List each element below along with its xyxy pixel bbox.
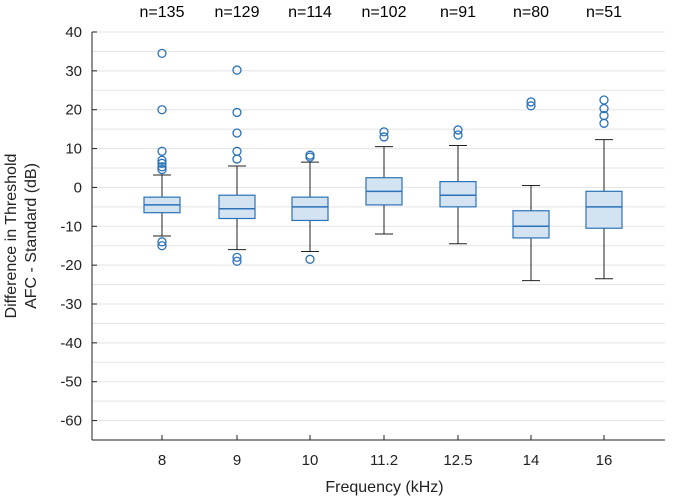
y-ticks: 40 30 20 10 0 -10 -20 -30 -40 -50 -60 xyxy=(60,24,97,430)
outlier-point xyxy=(305,254,315,264)
sample-size-label: n=91 xyxy=(440,4,476,21)
iqr-box xyxy=(218,194,256,220)
outlier-point xyxy=(232,154,242,164)
outlier-point xyxy=(157,158,167,168)
y-tick-label: -50 xyxy=(60,374,82,391)
outlier-point xyxy=(379,127,389,137)
outlier-point xyxy=(599,118,609,128)
outlier-point xyxy=(232,256,242,266)
outlier-point xyxy=(232,252,242,263)
outlier-point xyxy=(157,48,167,59)
outlier-point xyxy=(157,241,167,251)
outlier-point xyxy=(599,103,609,114)
y-tick-label: 0 xyxy=(74,179,82,196)
outlier-point xyxy=(526,97,536,107)
box-12.5 xyxy=(439,125,477,245)
outlier-point xyxy=(526,101,536,111)
sample-size-label: n=114 xyxy=(288,4,332,21)
box-9 xyxy=(218,65,256,266)
sample-size-label: n=129 xyxy=(215,4,260,21)
x-tick-label: 14 xyxy=(523,452,540,469)
sample-size-label: n=135 xyxy=(140,4,185,21)
outlier-point xyxy=(232,107,242,118)
box-8 xyxy=(143,48,181,251)
outlier-point xyxy=(157,164,167,175)
x-tick-label: 10 xyxy=(302,452,319,469)
iqr-box xyxy=(585,190,623,229)
iqr-box xyxy=(512,210,550,239)
x-tick-label: 12.5 xyxy=(443,452,472,469)
outlier-point xyxy=(453,125,463,135)
sample-size-labels: n=135 n=129 n=114 n=102 n=91 n=80 n=51 xyxy=(140,4,623,21)
y-tick-label: -20 xyxy=(60,257,82,274)
y-tick-label: -40 xyxy=(60,335,82,352)
iqr-box xyxy=(439,181,477,208)
y-tick-label: 10 xyxy=(65,141,82,158)
x-tick-label: 9 xyxy=(233,452,241,469)
x-tick-label: 8 xyxy=(158,452,166,469)
box-10 xyxy=(291,150,329,264)
boxes xyxy=(143,48,623,282)
outlier-point xyxy=(379,132,389,142)
y-tick-label: -10 xyxy=(60,218,82,235)
iqr-box xyxy=(291,196,329,222)
outlier-point xyxy=(157,237,167,247)
y-tick-label: 40 xyxy=(65,24,82,41)
outlier-point xyxy=(157,146,167,156)
outlier-point xyxy=(157,105,167,115)
y-tick-label: 20 xyxy=(65,102,82,119)
outlier-point xyxy=(157,162,167,172)
y-tick-label: 30 xyxy=(65,63,82,80)
sample-size-label: n=80 xyxy=(513,4,549,21)
outlier-point xyxy=(453,130,463,140)
outlier-point xyxy=(305,152,315,162)
box-11.2 xyxy=(365,127,403,235)
outlier-point xyxy=(232,65,242,75)
y-axis-label-line2: AFC - Standard (dB) xyxy=(23,163,40,309)
x-tick-label: 16 xyxy=(596,452,613,469)
sample-size-label: n=102 xyxy=(362,4,407,21)
y-axis-label-line1: Difference in Threshold xyxy=(3,154,20,319)
outlier-point xyxy=(157,155,167,165)
box-16 xyxy=(585,95,623,280)
axes xyxy=(91,32,665,441)
x-axis-label: Frequency (kHz) xyxy=(325,479,443,496)
y-tick-label: -60 xyxy=(60,413,82,430)
x-tick-label: 11.2 xyxy=(370,452,398,469)
grid-lines xyxy=(92,31,665,441)
outlier-point xyxy=(599,95,609,105)
sample-size-label: n=51 xyxy=(586,4,622,21)
outlier-point xyxy=(232,128,242,138)
x-ticks: 8 9 10 11.2 12.5 14 16 xyxy=(158,435,613,469)
y-tick-label: -30 xyxy=(60,296,82,313)
box-14 xyxy=(512,97,550,282)
